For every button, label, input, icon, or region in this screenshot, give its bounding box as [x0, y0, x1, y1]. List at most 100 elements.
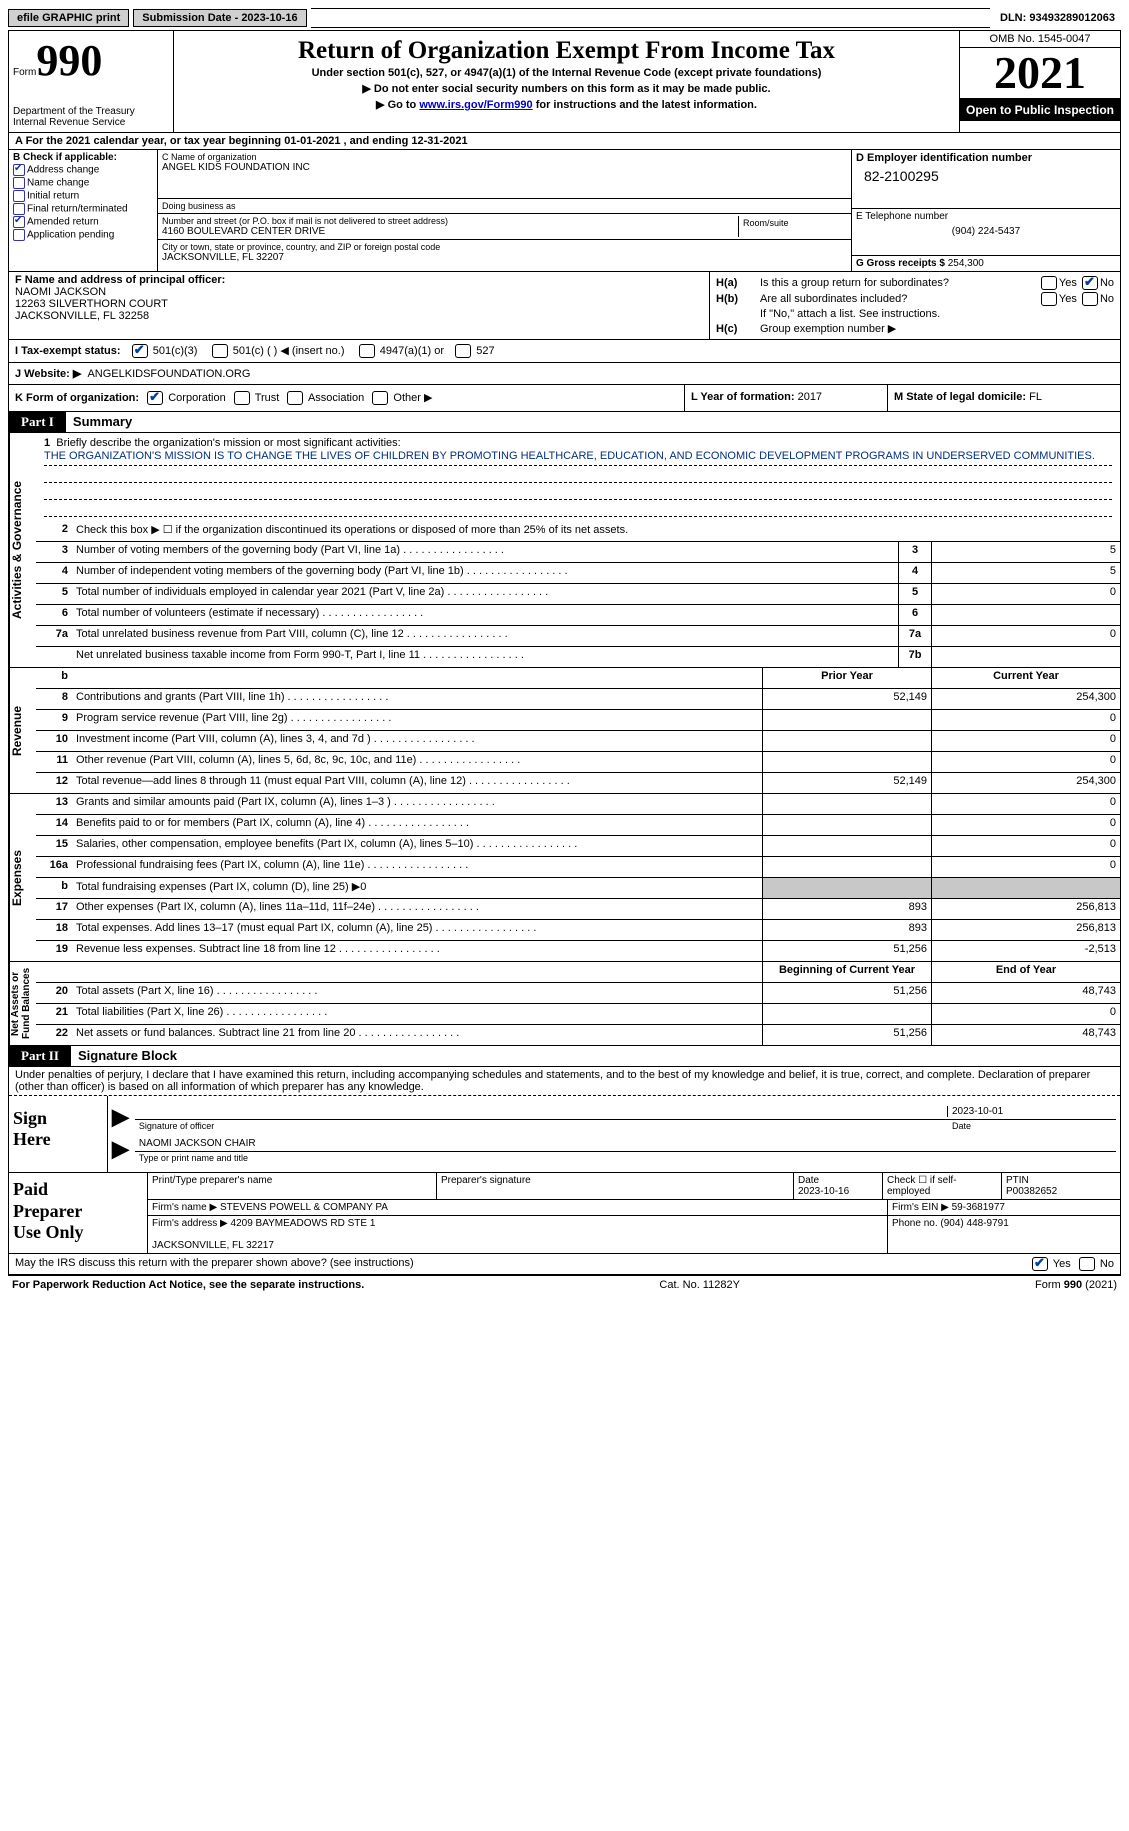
efile-button[interactable]: efile GRAPHIC print	[8, 9, 129, 27]
org-name: ANGEL KIDS FOUNDATION INC	[162, 162, 847, 173]
c-name-lbl: C Name of organization	[162, 152, 847, 162]
527-check[interactable]	[455, 344, 471, 358]
assoc-check[interactable]	[287, 391, 303, 405]
line-item: 2Check this box ▶ ☐ if the organization …	[36, 521, 1120, 541]
col-d-e-g: D Employer identification number 82-2100…	[852, 150, 1120, 271]
g-lbl: G Gross receipts $	[856, 258, 948, 269]
governance-section: Activities & Governance 1 Briefly descri…	[9, 433, 1120, 668]
501c-check[interactable]	[212, 344, 228, 358]
section-h: H(a) Is this a group return for subordin…	[710, 272, 1120, 339]
hb-text: Are all subordinates included?	[760, 293, 1039, 305]
line-1-mission: 1 Briefly describe the organization's mi…	[36, 433, 1120, 521]
line-item: bTotal fundraising expenses (Part IX, co…	[36, 877, 1120, 898]
firm-name: STEVENS POWELL & COMPANY PA	[220, 1202, 388, 1213]
checkbox[interactable]	[13, 190, 25, 202]
line-item: Net unrelated business taxable income fr…	[36, 646, 1120, 667]
checkbox[interactable]	[13, 229, 25, 241]
subtitle: Under section 501(c), 527, or 4947(a)(1)…	[178, 67, 955, 79]
row-j-website: J Website: ▶ ANGELKIDSFOUNDATION.ORG	[9, 363, 1120, 385]
other-check[interactable]	[372, 391, 388, 405]
row-i-tax-status: I Tax-exempt status: 501(c)(3) 501(c) ( …	[9, 340, 1120, 363]
mission-text: THE ORGANIZATION'S MISSION IS TO CHANGE …	[44, 449, 1112, 466]
current-year-hdr: Current Year	[931, 668, 1120, 688]
department-label: Department of the Treasury Internal Reve…	[13, 106, 169, 128]
hb-no[interactable]	[1082, 292, 1098, 306]
page-footer: For Paperwork Reduction Act Notice, see …	[8, 1276, 1121, 1294]
ha-lbl: H(a)	[716, 277, 760, 289]
form-990: Form990 Department of the Treasury Inter…	[8, 30, 1121, 1276]
hb-note: If "No," attach a list. See instructions…	[760, 308, 1114, 320]
arrow-icon-2: ▶	[112, 1136, 135, 1164]
gross-receipts: 254,300	[948, 258, 984, 269]
checkbox[interactable]	[13, 164, 25, 176]
checkbox[interactable]	[13, 177, 25, 189]
part2-label: Part II	[9, 1046, 71, 1066]
arrow-icon: ▶	[112, 1104, 135, 1132]
net-header: Beginning of Current Year End of Year	[36, 962, 1120, 982]
501c3-check[interactable]	[132, 344, 148, 358]
form-header: Form990 Department of the Treasury Inter…	[9, 31, 1120, 133]
corp-check[interactable]	[147, 391, 163, 405]
4947-check[interactable]	[359, 344, 375, 358]
room-lbl: Room/suite	[743, 218, 843, 228]
phone: (904) 224-5437	[856, 222, 1116, 237]
discuss-row: May the IRS discuss this return with the…	[9, 1254, 1120, 1275]
year-formation: 2017	[798, 391, 822, 403]
form-word: Form	[13, 67, 36, 78]
line-item: 12Total revenue—add lines 8 through 11 (…	[36, 772, 1120, 793]
addr-lbl: Number and street (or P.O. box if mail i…	[162, 216, 738, 226]
form-number: 990	[36, 36, 102, 85]
vtab-expenses: Expenses	[9, 794, 36, 961]
state-domicile: FL	[1029, 391, 1042, 403]
trust-check[interactable]	[234, 391, 250, 405]
city-lbl: City or town, state or province, country…	[162, 242, 847, 252]
sign-here-block: Sign Here ▶ 2023-10-01 Signature of offi…	[9, 1096, 1120, 1173]
paid-preparer-block: Paid Preparer Use Only Print/Type prepar…	[9, 1173, 1120, 1254]
submission-button[interactable]: Submission Date - 2023-10-16	[133, 9, 306, 27]
header-left: Form990 Department of the Treasury Inter…	[9, 31, 174, 132]
declaration-text: Under penalties of perjury, I declare th…	[9, 1067, 1120, 1096]
signer-name: NAOMI JACKSON CHAIR	[139, 1138, 256, 1149]
prior-year-hdr: Prior Year	[762, 668, 931, 688]
checkbox[interactable]	[13, 203, 25, 215]
line-item: 18Total expenses. Add lines 13–17 (must …	[36, 919, 1120, 940]
tax-year: 2021	[960, 48, 1120, 99]
line-item: 15Salaries, other compensation, employee…	[36, 835, 1120, 856]
sig-date: 2023-10-01	[947, 1106, 1112, 1117]
hb-yes[interactable]	[1041, 292, 1057, 306]
inspection-label: Open to Public Inspection	[960, 99, 1120, 121]
line-item: 9Program service revenue (Part VIII, lin…	[36, 709, 1120, 730]
checkbox[interactable]	[13, 216, 25, 228]
officer-addr: 12263 SILVERTHORN COURT JACKSONVILLE, FL…	[15, 298, 703, 322]
ha-yes[interactable]	[1041, 276, 1057, 290]
hc-lbl: H(c)	[716, 323, 760, 335]
name-lbl: Type or print name and title	[135, 1152, 1116, 1164]
line-item: 3Number of voting members of the governi…	[36, 541, 1120, 562]
ha-no[interactable]	[1082, 276, 1098, 290]
prep-date: 2023-10-16	[798, 1186, 849, 1197]
dln-label: DLN: 93493289012063	[994, 12, 1121, 24]
sig-field[interactable]	[139, 1106, 947, 1117]
irs-link[interactable]: www.irs.gov/Form990	[419, 99, 532, 111]
line-item: 21Total liabilities (Part X, line 26)0	[36, 1003, 1120, 1024]
part1-title: Summary	[69, 414, 132, 429]
prep-name-hdr: Print/Type preparer's name	[148, 1173, 437, 1199]
street-addr: 4160 BOULEVARD CENTER DRIVE	[162, 226, 738, 237]
f-officer: F Name and address of principal officer:…	[9, 272, 710, 339]
line-item: 16aProfessional fundraising fees (Part I…	[36, 856, 1120, 877]
prep-sig-hdr: Preparer's signature	[437, 1173, 794, 1199]
header-center: Return of Organization Exempt From Incom…	[174, 31, 960, 132]
row-k-l-m: K Form of organization: Corporation Trus…	[9, 385, 1120, 412]
sign-here-label: Sign Here	[9, 1096, 108, 1172]
row-a-calendar: A For the 2021 calendar year, or tax yea…	[9, 133, 1120, 150]
line-item: 5Total number of individuals employed in…	[36, 583, 1120, 604]
section-f-h: F Name and address of principal officer:…	[9, 272, 1120, 340]
discuss-no[interactable]	[1079, 1257, 1095, 1271]
discuss-yes[interactable]	[1032, 1257, 1048, 1271]
begin-year-hdr: Beginning of Current Year	[762, 962, 931, 982]
section-b-c-d: B Check if applicable: Address changeNam…	[9, 150, 1120, 272]
end-year-hdr: End of Year	[931, 962, 1120, 982]
header-right: OMB No. 1545-0047 2021 Open to Public In…	[960, 31, 1120, 132]
line-item: 6Total number of volunteers (estimate if…	[36, 604, 1120, 625]
main-title: Return of Organization Exempt From Incom…	[178, 37, 955, 65]
